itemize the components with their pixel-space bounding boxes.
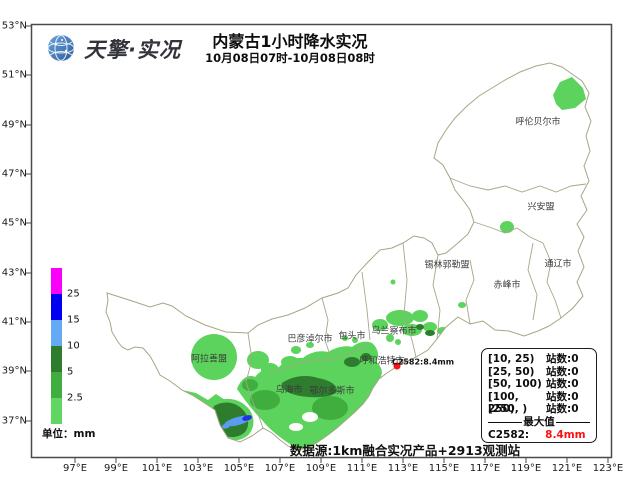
page-title: 内蒙古1小时降水实况 (212, 32, 368, 51)
lat-label: 45°N (1, 217, 27, 229)
info-row: [25, 50) 站数:0 (488, 366, 590, 379)
max-station-id: C2582: (488, 428, 530, 441)
city-label-chifeng: 赤峰市 (493, 280, 521, 291)
count-label: 站数:0 (546, 365, 579, 378)
page-subtitle: 10月08日07时-10月08日08时 (205, 51, 375, 65)
lat-label: 51°N (1, 69, 27, 81)
range-label: [50, 100) (488, 378, 542, 391)
city-label-xingan: 兴安盟 (527, 202, 555, 213)
lat-label: 47°N (1, 168, 27, 180)
city-label-tongliao: 通辽市 (544, 259, 572, 270)
legend-tick: 2.5 (67, 392, 83, 404)
station-count-box: [10, 25) 站数:0 [25, 50) 站数:0 [50, 100) 站数… (481, 348, 597, 443)
max-value-title: 最大值 (523, 415, 555, 428)
legend-swatch-green (51, 372, 62, 398)
count-label: 站数:0 (546, 390, 579, 403)
lat-label: 39°N (1, 365, 27, 377)
max-value-row: C2582: 8.4mm (488, 429, 590, 442)
city-label-alashan: 阿拉善盟 (190, 354, 228, 365)
province-outline (105, 62, 592, 451)
lon-label: 115°E (428, 463, 460, 474)
lon-label: 103°E (182, 463, 214, 474)
city-label-eerduosi: 鄂尔多斯市 (309, 386, 355, 397)
range-label: [250, ) (488, 403, 528, 416)
info-row: [250, ) 站数:0 (488, 403, 590, 416)
lon-label: 105°E (223, 463, 255, 474)
precip-holes (289, 412, 318, 431)
lon-label: 107°E (264, 463, 296, 474)
internal-boundaries (245, 177, 587, 429)
axis-ticks (26, 25, 609, 463)
count-label: 站数:0 (546, 353, 579, 365)
legend-tick: 15 (67, 314, 80, 326)
legend-tick: 5 (67, 366, 74, 378)
legend-swatch-lightgreen (51, 398, 62, 424)
max-station-dot (393, 362, 401, 370)
data-source-text: 数据源:1km融合实况产品+2913观测站 (289, 443, 521, 458)
range-label: [10, 25) (488, 353, 535, 365)
city-label-bayannaoer: 巴彦淖尔市 (287, 334, 333, 345)
range-label: [100, 250) (488, 390, 519, 416)
legend-swatch-magenta (51, 268, 62, 294)
logo: 天擎·实况 (48, 34, 181, 64)
city-label-xilinguole: 锡林郭勒盟 (424, 260, 470, 271)
plot-border (30, 23, 613, 459)
city-label-wuhai: 乌海市 (275, 385, 303, 396)
precip-mid-green (242, 379, 348, 420)
legend-swatch-darkgreen (51, 346, 62, 372)
info-row: [50, 100) 站数:0 (488, 378, 590, 391)
info-row: [10, 25) 站数:0 (488, 353, 590, 366)
precip-blue (222, 415, 252, 429)
lon-label: 123°E (592, 463, 624, 474)
lon-label: 113°E (387, 463, 419, 474)
lat-label: 49°N (1, 119, 27, 131)
lon-label: 109°E (305, 463, 337, 474)
city-label-hulunbeier: 呼伦贝尔市 (515, 117, 561, 128)
lon-label: 119°E (510, 463, 542, 474)
legend-swatch-lightblue (51, 320, 62, 346)
globe-icon (47, 35, 75, 61)
lon-label: 121°E (551, 463, 583, 474)
legend-unit-label: 单位：mm (42, 428, 96, 440)
lat-label: 43°N (1, 267, 27, 279)
info-row: [100, 250) 站数:0 (488, 390, 590, 416)
lon-label: 101°E (141, 463, 173, 474)
range-label: [25, 50) (488, 365, 535, 378)
lon-label: 117°E (469, 463, 501, 474)
max-value-divider: 最大值 (488, 416, 590, 429)
city-label-baotou: 包头市 (338, 331, 366, 342)
count-label: 站数:0 (546, 403, 579, 416)
logo-text: 天擎·实况 (84, 38, 181, 62)
lon-label: 99°E (103, 463, 129, 474)
count-label: 站数:0 (546, 378, 579, 391)
city-label-wulanchabu: 乌兰察布市 (371, 326, 417, 337)
legend-tick: 25 (67, 288, 80, 300)
legend-tick: 10 (67, 340, 80, 352)
lon-label: 97°E (62, 463, 88, 474)
lat-label: 53°N (1, 20, 27, 32)
lat-label: 41°N (1, 316, 27, 328)
max-station-label: C2582:8.4mm (391, 357, 455, 367)
legend-swatch-blue (51, 294, 62, 320)
max-value: 8.4mm (545, 428, 586, 441)
lon-label: 111°E (346, 463, 378, 474)
lat-label: 37°N (1, 415, 27, 427)
city-label-huhehaote: 呼和浩特市 (359, 356, 405, 367)
